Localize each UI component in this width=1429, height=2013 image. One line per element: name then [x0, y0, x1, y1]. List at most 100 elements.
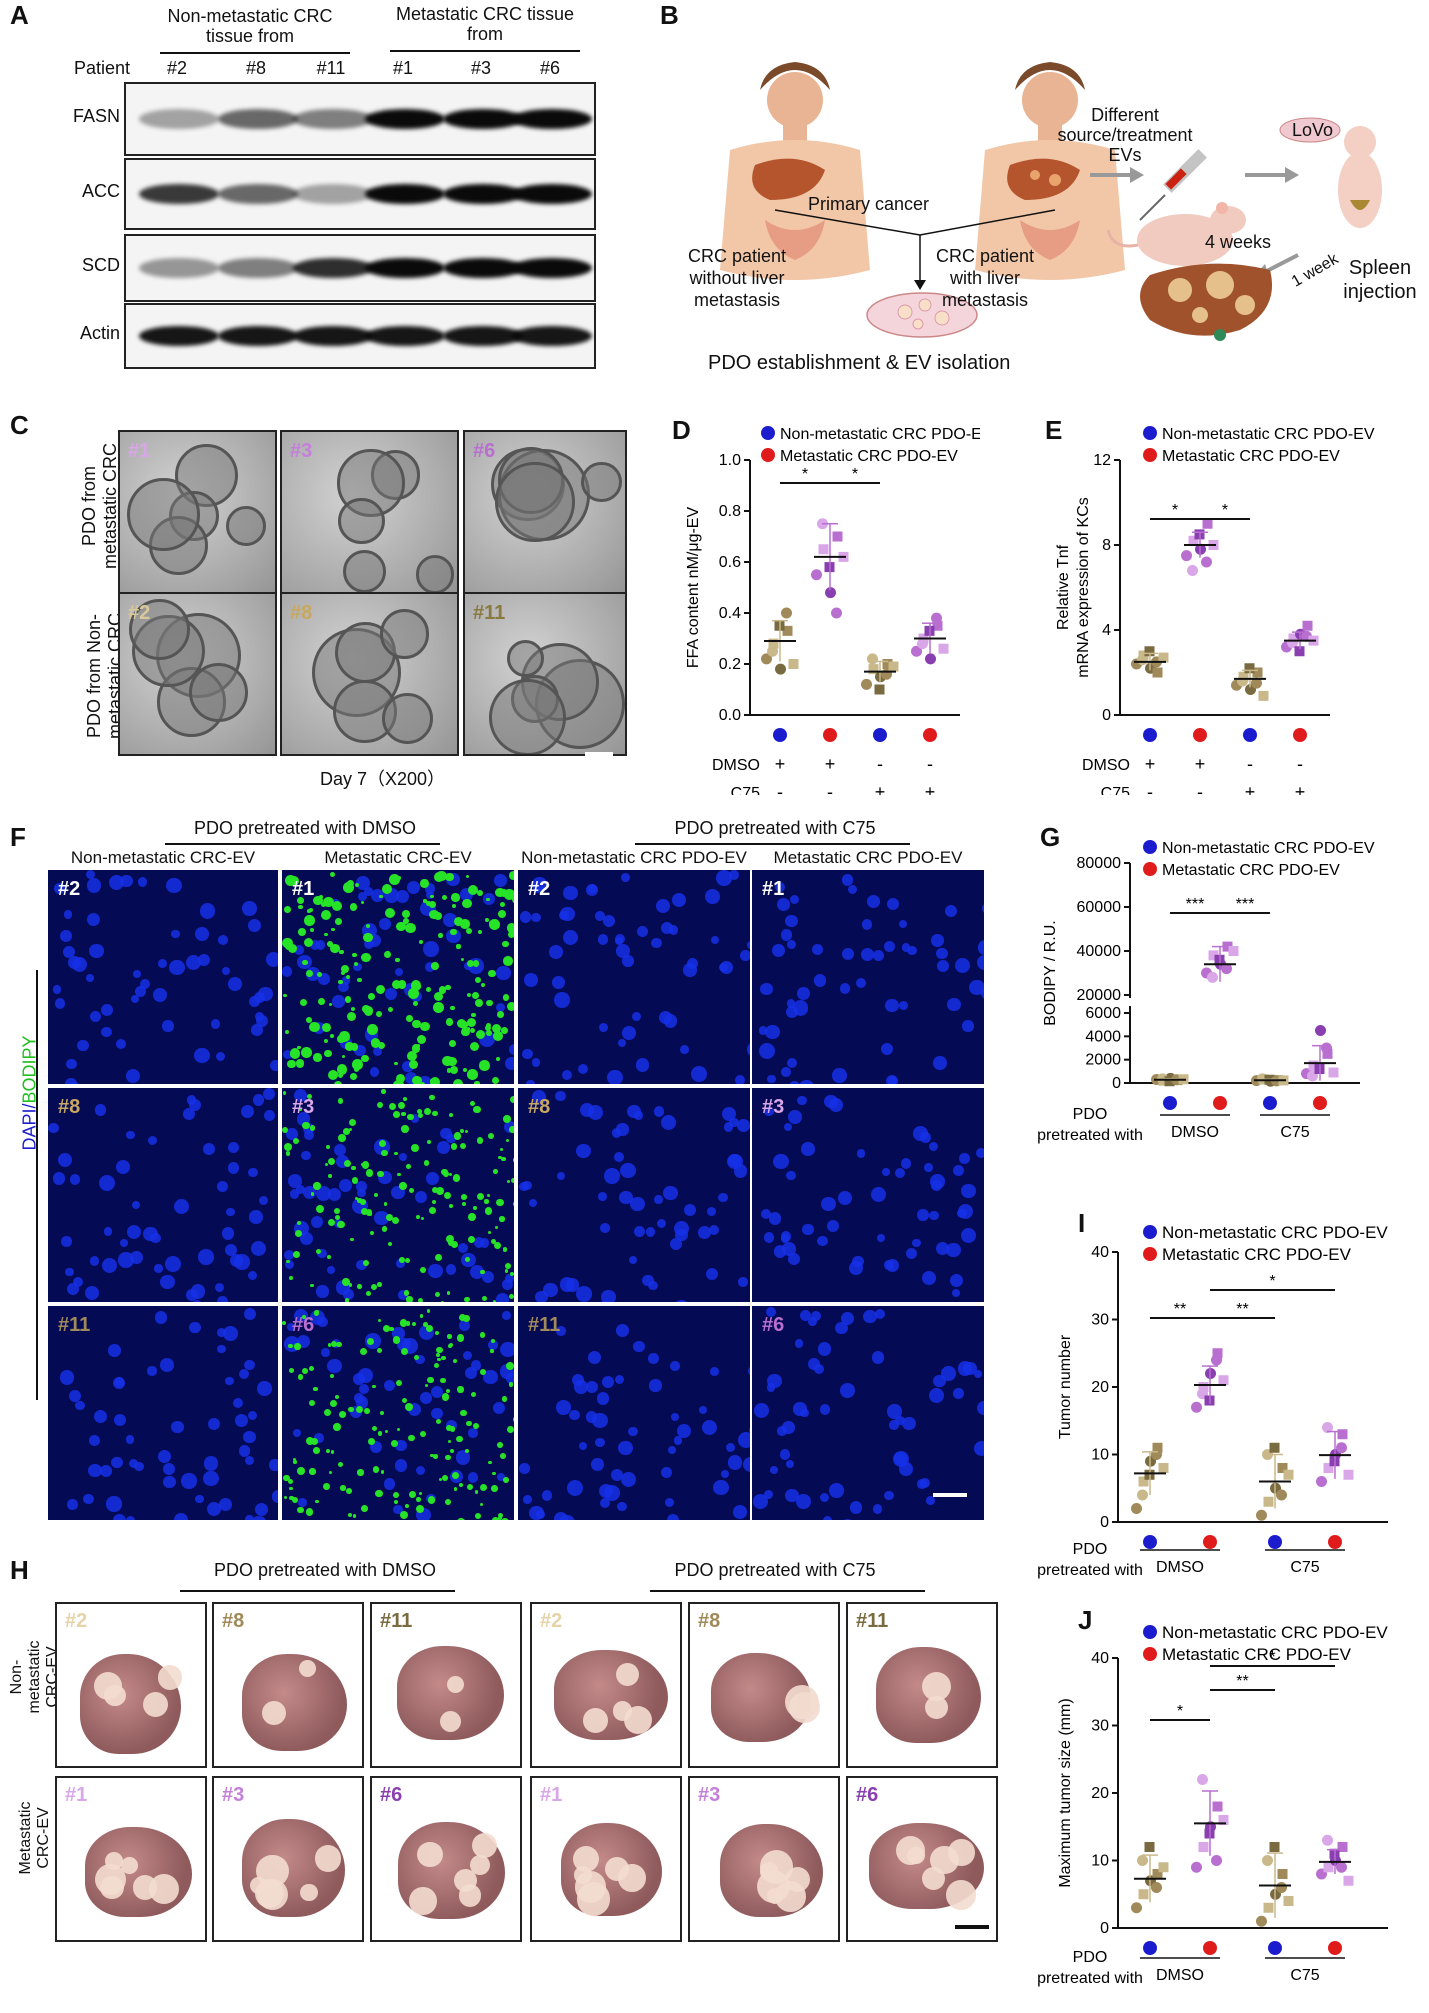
pretreated-label: pretreated with — [1037, 1127, 1143, 1144]
nucleus — [492, 1401, 505, 1414]
nucleus — [217, 1296, 228, 1302]
nucleus — [65, 1078, 77, 1084]
lipid-droplet — [447, 1333, 452, 1339]
organoid-image: #3 — [280, 430, 459, 594]
lipid-droplet — [301, 1046, 312, 1058]
pup-mouse-icon — [1338, 126, 1382, 228]
lipid-droplet — [511, 873, 514, 881]
lipid-droplet — [423, 899, 427, 903]
lipid-droplet — [477, 890, 484, 897]
lipid-droplet — [426, 1309, 431, 1313]
lipid-droplet — [351, 1176, 359, 1184]
lipid-droplet — [498, 1155, 502, 1160]
lipid-droplet — [346, 1012, 357, 1022]
nucleus — [787, 999, 796, 1008]
nucleus — [420, 1392, 432, 1404]
lipid-droplet — [479, 1483, 488, 1492]
nucleus — [393, 1505, 403, 1515]
nucleus — [954, 957, 970, 973]
nucleus — [614, 1151, 625, 1162]
lipid-droplet — [307, 1094, 313, 1100]
nucleus — [233, 1398, 244, 1409]
nucleus — [835, 1321, 848, 1335]
lipid-droplet — [448, 1113, 453, 1118]
lipid-droplet — [474, 1080, 480, 1084]
nucleus — [884, 1260, 895, 1270]
data-point — [874, 684, 885, 695]
data-point — [1337, 1429, 1348, 1440]
group-marker — [773, 728, 787, 742]
lipid-droplet — [508, 1382, 514, 1387]
nucleus — [440, 1127, 452, 1140]
tumor-nodule — [262, 1700, 287, 1725]
nucleus — [94, 1410, 108, 1424]
nucleus — [98, 1175, 115, 1192]
data-point — [938, 643, 949, 654]
lipid-droplet — [295, 1230, 303, 1238]
tumor-nodule — [624, 1705, 653, 1734]
data-point — [1187, 565, 1198, 576]
lipid-droplet — [310, 1437, 319, 1446]
nucleus — [282, 1050, 293, 1060]
group-marker — [1263, 1096, 1277, 1110]
nucleus — [85, 1286, 100, 1301]
axis-break — [1122, 998, 1138, 1006]
nucleus — [54, 998, 66, 1009]
nucleus — [286, 1322, 296, 1332]
legend-label: Non-metastatic CRC PDO-EV — [1162, 1223, 1388, 1242]
lipid-droplet — [310, 1192, 315, 1196]
nucleus — [801, 1142, 815, 1156]
lipid-droplet — [392, 1111, 400, 1118]
panel-letter-g: G — [1040, 822, 1061, 852]
nucleus — [592, 1412, 608, 1428]
data-point — [1131, 1503, 1142, 1514]
lipid-droplet — [346, 879, 354, 887]
lipid-droplet — [490, 1349, 494, 1353]
nucleus — [738, 1277, 748, 1287]
nucleus — [154, 1264, 163, 1273]
nucleus — [553, 1511, 569, 1520]
data-point — [1237, 675, 1248, 687]
group-marker — [1143, 1941, 1157, 1955]
panel-letter-i: I — [1078, 1208, 1086, 1238]
fluorescence-image: #11 — [48, 1306, 278, 1520]
data-point — [1181, 550, 1192, 562]
sample-tag: #3 — [762, 1096, 785, 1118]
nucleus — [222, 1227, 235, 1240]
tumor-nodule — [439, 1710, 462, 1733]
legend-marker — [1143, 448, 1157, 462]
nucleus — [147, 1366, 157, 1376]
lipid-droplet — [315, 1499, 320, 1504]
sample-tag: #1 — [292, 878, 315, 900]
lipid-droplet — [433, 992, 443, 1002]
nucleus — [817, 1342, 832, 1356]
nucleus — [88, 1463, 102, 1478]
lipid-droplet — [352, 1058, 364, 1070]
lipid-droplet — [377, 1041, 386, 1049]
data-point — [831, 607, 842, 619]
c75-sign: - — [1147, 782, 1153, 795]
nucleus — [59, 929, 72, 942]
nucleus — [898, 1000, 908, 1010]
lipid-droplet — [479, 1503, 484, 1507]
nucleus — [320, 1347, 330, 1357]
sample-tag: #8 — [528, 1096, 551, 1118]
row-label-met: PDO from metastatic CRC — [79, 442, 120, 570]
lipid-droplet — [504, 1269, 509, 1273]
nucleus — [398, 1290, 408, 1300]
lipid-droplet — [350, 1237, 355, 1242]
nucleus — [526, 1079, 535, 1084]
nucleus — [218, 1498, 232, 1512]
significance-label: * — [1172, 502, 1178, 519]
data-point — [925, 653, 936, 665]
blot-band — [443, 258, 523, 278]
liver-image: #3 — [212, 1776, 364, 1942]
lipid-droplet — [472, 1105, 481, 1114]
lipid-droplet — [461, 1194, 467, 1200]
nucleus — [618, 1440, 633, 1456]
lipid-droplet — [381, 884, 392, 895]
nucleus — [571, 1373, 585, 1387]
y-tick-label: 1.0 — [719, 452, 741, 469]
lipid-droplet — [425, 1325, 433, 1333]
nucleus — [819, 1492, 829, 1502]
